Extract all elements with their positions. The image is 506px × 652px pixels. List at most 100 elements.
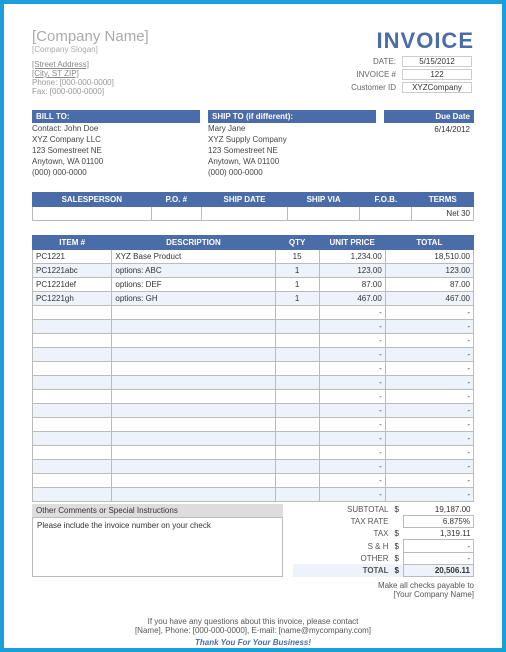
item-cell [275,390,319,404]
item-cell: XYZ Base Product [112,250,275,264]
company-street: [Street Address] [32,60,149,69]
taxrate-label: TAX RATE [293,516,392,528]
order-header: F.O.B. [360,193,412,207]
item-cell: - [319,432,385,446]
invoice-meta: INVOICE DATE:5/15/2012 INVOICE #122 Cust… [345,28,474,96]
item-cell: - [319,348,385,362]
company-block: [Company Name] [Company Slogan] [Street … [32,28,149,96]
footer-thanks: Thank You For Your Business! [32,638,474,647]
item-cell [275,446,319,460]
item-cell [275,306,319,320]
table-row: -- [33,446,474,460]
comments-body: Please include the invoice number on you… [32,517,283,577]
bill-to-line: Contact: John Doe [32,123,200,134]
item-cell: - [385,446,473,460]
item-cell [33,362,112,376]
ship-to-line: Anytown, WA 01100 [208,156,376,167]
order-info-table: SALESPERSONP.O. #SHIP DATESHIP VIAF.O.B.… [32,192,474,221]
item-cell [33,306,112,320]
order-cell [151,207,201,221]
item-cell: 1 [275,292,319,306]
ship-to-line: Mary Jane [208,123,376,134]
table-row: -- [33,404,474,418]
item-header: ITEM # [33,236,112,250]
item-cell: - [319,320,385,334]
item-cell [33,348,112,362]
bill-to-line: XYZ Company LLC [32,134,200,145]
comments-header: Other Comments or Special Instructions [32,504,283,517]
comments-block: Other Comments or Special Instructions P… [32,504,283,577]
item-cell: - [385,376,473,390]
item-cell [112,418,275,432]
bill-to-header: BILL TO: [32,110,200,123]
item-cell [112,404,275,418]
item-cell [275,460,319,474]
bill-to-block: BILL TO: Contact: John DoeXYZ Company LL… [32,110,200,178]
ship-to-line: XYZ Supply Company [208,134,376,145]
item-cell [112,306,275,320]
table-row: -- [33,390,474,404]
table-row: -- [33,306,474,320]
item-cell: - [319,460,385,474]
line-items-table: ITEM #DESCRIPTIONQTYUNIT PRICETOTAL PC12… [32,235,474,502]
item-header: DESCRIPTION [112,236,275,250]
order-header: TERMS [412,193,474,207]
totals-table: SUBTOTAL$19,187.00 TAX RATE6.875% TAX$1,… [293,504,474,577]
item-cell: - [385,362,473,376]
item-cell [275,376,319,390]
item-cell: options: GH [112,292,275,306]
item-cell: options: DEF [112,278,275,292]
other-label: OTHER [293,552,392,564]
item-cell [275,488,319,502]
item-cell [275,474,319,488]
payable-line2: [Your Company Name] [32,590,474,599]
item-cell [33,488,112,502]
invoice-page: [Company Name] [Company Slogan] [Street … [0,0,506,652]
sh-value: - [404,540,474,552]
item-cell: 467.00 [385,292,473,306]
table-row: -- [33,320,474,334]
item-cell: - [385,432,473,446]
due-date-header: Due Date [384,110,474,123]
item-cell: options: ABC [112,264,275,278]
bill-to-line: 123 Somestreet NE [32,145,200,156]
item-header: TOTAL [385,236,473,250]
item-cell: - [385,460,473,474]
order-cell [33,207,152,221]
order-header: SALESPERSON [33,193,152,207]
item-cell [33,474,112,488]
due-date-value: 6/14/2012 [384,123,474,136]
order-cell [360,207,412,221]
item-cell: - [319,376,385,390]
table-row: -- [33,488,474,502]
item-cell [33,460,112,474]
item-cell [275,320,319,334]
item-header: UNIT PRICE [319,236,385,250]
item-cell: - [385,306,473,320]
item-cell: - [319,446,385,460]
ship-to-header: SHIP TO (if different): [208,110,376,123]
item-cell [275,432,319,446]
item-cell [112,362,275,376]
item-cell: - [385,348,473,362]
total-value: 20,506.11 [404,564,474,576]
table-row: -- [33,348,474,362]
table-row: -- [33,460,474,474]
item-cell: - [319,334,385,348]
item-cell [112,488,275,502]
order-header: P.O. # [151,193,201,207]
item-cell: - [385,474,473,488]
item-cell [275,362,319,376]
item-cell: 87.00 [385,278,473,292]
item-cell: - [385,418,473,432]
item-cell [112,320,275,334]
item-cell [33,404,112,418]
item-cell [275,348,319,362]
tax-label: TAX [293,528,392,540]
item-cell [112,460,275,474]
table-row: -- [33,432,474,446]
footer-line2: [Name], Phone: [000-000-0000], E-mail: [… [32,626,474,635]
item-cell: PC1221abc [33,264,112,278]
footer-line1: If you have any questions about this inv… [32,617,474,626]
item-cell: 467.00 [319,292,385,306]
